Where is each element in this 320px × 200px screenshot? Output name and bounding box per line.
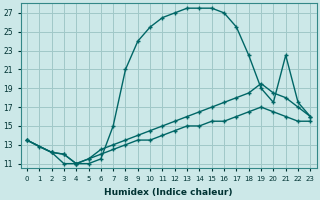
X-axis label: Humidex (Indice chaleur): Humidex (Indice chaleur) bbox=[104, 188, 233, 197]
